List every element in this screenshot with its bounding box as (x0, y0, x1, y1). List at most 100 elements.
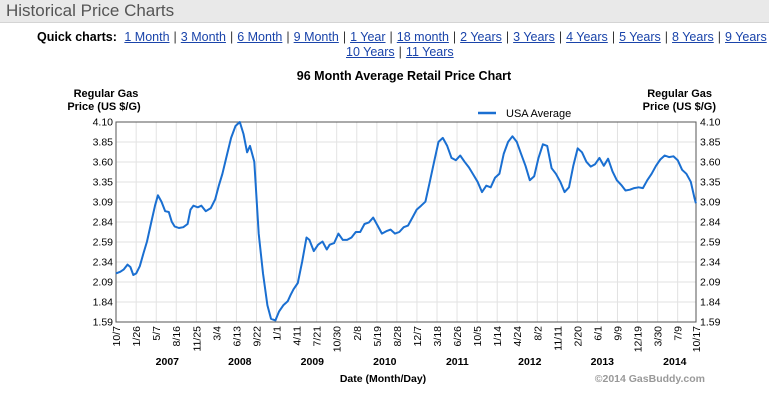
page-title: Historical Price Charts (6, 1, 175, 20)
link-separator: | (173, 30, 177, 44)
x-tick-label: 1/26 (131, 326, 143, 347)
link-separator: | (398, 45, 402, 59)
quick-chart-link-9-years[interactable]: 9 Years (725, 30, 767, 44)
quick-chart-link-4-years[interactable]: 4 Years (566, 30, 608, 44)
x-tick-label: 10/7 (111, 326, 123, 347)
x-tick-label: 8/2 (532, 326, 544, 341)
y-tick-label-right: 2.59 (700, 237, 721, 249)
x-tick-label: 12/7 (412, 326, 424, 347)
y-tick-label-right: 1.84 (700, 297, 721, 309)
quick-charts-row-2: 10 Years | 11 Years (346, 45, 454, 60)
link-separator: | (611, 30, 616, 44)
x-tick-label: 2/8 (352, 326, 364, 341)
quick-chart-link-1-month[interactable]: 1 Month (124, 30, 170, 44)
legend-label: USA Average (506, 108, 571, 120)
y-tick-label-left: 2.09 (93, 277, 114, 289)
quick-chart-link-18-month[interactable]: 18 month (396, 30, 449, 44)
y-tick-label-left: 3.09 (93, 197, 114, 209)
link-separator: | (389, 30, 393, 44)
x-tick-label: 9/9 (612, 326, 624, 341)
x-tick-label: 1/14 (492, 326, 504, 347)
x-tick-label: 10/30 (332, 326, 344, 352)
link-separator: | (664, 30, 669, 44)
x-tick-label: 7/21 (312, 326, 324, 347)
y-tick-label-right: 2.34 (700, 257, 721, 269)
link-separator: | (505, 30, 510, 44)
y-axis-label-left-line1: Regular Gas (74, 88, 139, 100)
x-tick-label: 9/22 (252, 326, 264, 347)
y-tick-label-right: 3.09 (700, 197, 721, 209)
quick-chart-link-10-years[interactable]: 10 Years (346, 45, 395, 59)
x-tick-label: 6/13 (231, 326, 243, 347)
quick-chart-link-5-years[interactable]: 5 Years (619, 30, 661, 44)
x-tick-label: 10/17 (691, 326, 703, 352)
x-tick-label: 12/19 (633, 326, 645, 352)
credit-text: ©2014 GasBuddy.com (595, 373, 705, 385)
year-label: 2010 (373, 356, 397, 368)
year-label: 2008 (228, 356, 252, 368)
y-tick-label-left: 2.59 (93, 237, 114, 249)
quick-chart-link-3-month[interactable]: 3 Month (180, 30, 226, 44)
link-separator: | (286, 30, 290, 44)
link-separator: | (342, 30, 347, 44)
y-tick-label-left: 4.10 (93, 117, 114, 129)
y-tick-label-left: 2.34 (93, 257, 114, 269)
price-chart: 96 Month Average Retail Price Chart Regul… (67, 69, 721, 385)
x-tick-label: 8/28 (392, 326, 404, 347)
y-tick-label-right: 3.60 (700, 157, 721, 169)
series-line-usa-average (115, 121, 697, 322)
x-tick-label: 4/24 (512, 326, 524, 347)
link-separator: | (229, 30, 234, 44)
x-tick-label: 3/18 (432, 326, 444, 347)
link-separator: | (558, 30, 563, 44)
quick-chart-link-2-years[interactable]: 2 Years (460, 30, 502, 44)
x-tick-label: 6/26 (452, 326, 464, 347)
year-label: 2012 (518, 356, 542, 368)
y-axis-label-right-line1: Regular Gas (647, 88, 712, 100)
y-tick-label-right: 3.35 (700, 177, 721, 189)
x-tick-label: 8/16 (171, 326, 183, 347)
year-label: 2013 (591, 356, 615, 368)
y-tick-label-left: 3.60 (93, 157, 114, 169)
x-tick-label: 5/19 (372, 326, 384, 347)
chart-title: 96 Month Average Retail Price Chart (297, 69, 512, 83)
y-axis-label-right-line2: Price (US $/G) (643, 101, 717, 113)
year-label: 2007 (156, 356, 180, 368)
y-tick-label-right: 4.10 (700, 117, 721, 129)
quick-chart-link-1-year[interactable]: 1 Year (350, 30, 386, 44)
quick-charts-label: Quick charts: (37, 30, 117, 44)
year-label: 2011 (446, 356, 469, 368)
quick-chart-link-6-month[interactable]: 6 Month (237, 30, 283, 44)
page-header: Historical Price Charts (0, 0, 769, 23)
x-tick-label: 5/7 (151, 326, 163, 341)
link-separator: | (452, 30, 457, 44)
quick-charts-row-1: Quick charts: 1 Month | 3 Month | 6 Month | 9 … (37, 30, 769, 45)
year-label: 2009 (301, 356, 325, 368)
x-tick-label: 3/4 (211, 326, 223, 341)
link-separator: | (717, 30, 721, 44)
x-tick-label: 6/1 (592, 326, 604, 341)
x-tick-label: 11/25 (191, 326, 203, 352)
y-tick-label-left: 3.85 (93, 137, 114, 149)
y-tick-label-left: 3.35 (93, 177, 114, 189)
x-tick-label: 1/1 (272, 326, 284, 341)
quick-chart-link-8-years[interactable]: 8 Years (672, 30, 714, 44)
y-tick-label-right: 2.84 (700, 217, 721, 229)
quick-chart-link-11-years[interactable]: 11 Years (405, 45, 454, 59)
y-axis-label-left-line2: Price (US $/G) (67, 101, 141, 113)
x-axis-label: Date (Month/Day) (340, 373, 426, 385)
x-tick-label: 7/9 (673, 326, 685, 341)
x-tick-label: 10/5 (472, 326, 484, 347)
y-tick-label-left: 2.84 (93, 217, 114, 229)
plot-area-frame (115, 121, 697, 323)
y-tick-label-right: 1.59 (700, 317, 721, 329)
quick-chart-link-3-years[interactable]: 3 Years (513, 30, 555, 44)
y-tick-label-right: 3.85 (700, 137, 721, 149)
quick-chart-link-9-month[interactable]: 9 Month (293, 30, 339, 44)
x-tick-label: 11/11 (552, 326, 564, 351)
year-label: 2014 (663, 356, 687, 368)
x-tick-label: 3/30 (653, 326, 665, 347)
y-tick-label-right: 2.09 (700, 277, 721, 289)
y-tick-label-left: 1.84 (93, 297, 114, 309)
x-tick-label: 4/11 (292, 326, 304, 346)
